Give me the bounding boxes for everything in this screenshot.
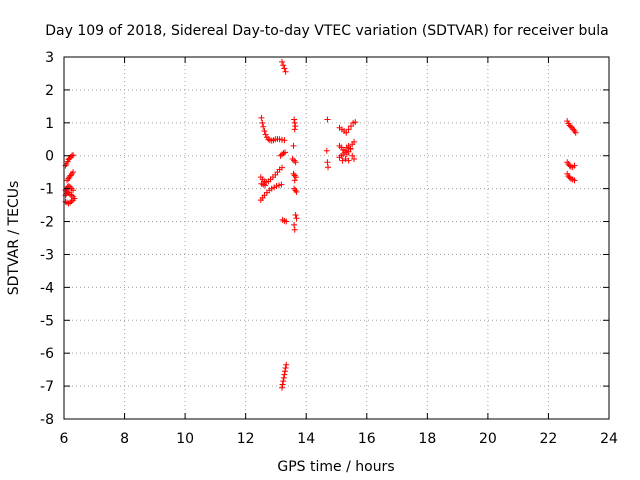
x-tick-label: 22 (540, 431, 558, 447)
data-point (262, 131, 269, 138)
data-point (292, 211, 299, 218)
x-axis-label: GPS time / hours (277, 459, 394, 475)
data-point (258, 114, 265, 121)
data-point (282, 364, 289, 371)
y-tick-label: -6 (40, 346, 54, 362)
data-point (349, 152, 356, 159)
y-tick-label: -5 (40, 313, 54, 329)
data-point (259, 119, 266, 126)
plot-frame (63, 56, 610, 420)
data-point (291, 221, 298, 228)
data-point (352, 119, 359, 126)
data-point (281, 137, 288, 144)
y-tick-label: -3 (40, 247, 54, 263)
data-point (325, 164, 332, 171)
data-point (279, 381, 286, 388)
x-axis-ticks: 6 8 10 12 14 16 18 20 22 24 (60, 57, 618, 447)
data-point (281, 65, 288, 72)
data-point (351, 138, 358, 145)
data-point (291, 116, 298, 123)
data-point (566, 174, 573, 181)
x-tick-label: 20 (479, 431, 497, 447)
data-point (339, 157, 346, 164)
y-tick-label: 0 (45, 149, 54, 165)
y-tick-label: 3 (45, 50, 54, 66)
y-tick-label: -8 (40, 412, 54, 428)
data-point (278, 181, 285, 188)
data-point (342, 156, 349, 163)
data-point (279, 58, 285, 65)
data-points (62, 58, 579, 391)
data-point (261, 128, 268, 135)
y-tick-label: -1 (40, 182, 54, 198)
data-point (280, 62, 287, 69)
data-point (260, 123, 267, 130)
y-tick-label: -4 (40, 280, 54, 296)
data-point (340, 151, 347, 158)
data-point (293, 188, 300, 195)
x-tick-label: 18 (418, 431, 436, 447)
data-point (293, 215, 300, 222)
data-point (345, 157, 352, 164)
data-point (571, 162, 578, 169)
y-tick-label: -7 (40, 379, 54, 395)
y-tick-label: -2 (40, 215, 54, 231)
grid (64, 57, 609, 419)
data-point (347, 146, 354, 153)
y-tick-label: 1 (45, 116, 54, 132)
data-point (291, 119, 298, 126)
data-point (280, 150, 287, 157)
y-axis-ticks: -8 -7 -6 -5 -4 -3 -2 -1 0 1 2 3 (40, 50, 609, 428)
data-point (70, 169, 77, 176)
data-point (290, 142, 297, 149)
data-point (70, 152, 77, 159)
data-point (292, 174, 299, 181)
data-point (292, 159, 299, 166)
data-point (282, 149, 289, 156)
x-tick-label: 12 (237, 431, 255, 447)
x-tick-label: 14 (297, 431, 315, 447)
data-point (281, 371, 288, 378)
data-point (351, 156, 358, 163)
data-point (323, 147, 330, 154)
data-point (65, 183, 72, 190)
data-point (282, 68, 289, 75)
x-tick-label: 6 (60, 431, 69, 447)
data-point (291, 177, 298, 184)
data-point (291, 226, 298, 233)
data-point (341, 147, 348, 154)
data-point (572, 129, 579, 136)
x-tick-label: 8 (120, 431, 129, 447)
data-point (277, 152, 284, 159)
data-point (280, 374, 287, 381)
x-tick-label: 10 (176, 431, 194, 447)
data-point (283, 361, 290, 368)
data-point (279, 164, 285, 171)
x-tick-label: 24 (600, 431, 618, 447)
data-point (279, 384, 285, 391)
data-point (71, 195, 78, 202)
data-point (291, 126, 298, 133)
data-point (324, 116, 331, 123)
y-tick-label: 2 (45, 83, 54, 99)
data-point (571, 177, 578, 184)
data-point (348, 123, 355, 130)
data-point (282, 368, 289, 375)
x-tick-label: 16 (358, 431, 376, 447)
data-point (262, 182, 269, 189)
data-point (343, 129, 350, 136)
data-point (345, 126, 352, 133)
data-point (280, 378, 287, 385)
chart-title: Day 109 of 2018, Sidereal Day-to-day VTE… (45, 23, 608, 39)
data-point (70, 187, 77, 194)
data-point (292, 123, 299, 130)
y-axis-label: SDTVAR / TECUs (6, 181, 22, 296)
data-point (324, 159, 331, 166)
data-point (283, 218, 290, 225)
data-point (345, 142, 352, 149)
